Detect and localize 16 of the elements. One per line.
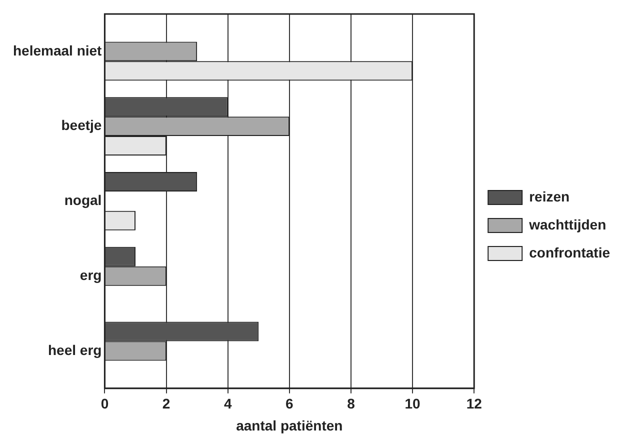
x-tick-label: 2 bbox=[162, 396, 170, 412]
y-tick-label: nogal bbox=[64, 192, 102, 208]
x-tick-label: 12 bbox=[466, 396, 482, 412]
x-tick-label: 10 bbox=[404, 396, 421, 412]
y-tick-label: beetje bbox=[61, 117, 102, 134]
legend-label: confrontatie bbox=[529, 244, 610, 260]
x-tick-label: 4 bbox=[224, 396, 232, 412]
y-tick-label: heel erg bbox=[48, 342, 102, 358]
x-tick-label: 0 bbox=[100, 396, 109, 412]
y-tick-label: erg bbox=[80, 266, 102, 283]
legend-label: wachttijden bbox=[528, 216, 606, 232]
legend-label: reizen bbox=[529, 188, 570, 204]
x-axis-title: aantal patiënten bbox=[236, 417, 343, 434]
x-tick-label: 8 bbox=[347, 396, 356, 412]
y-tick-label: helemaal niet bbox=[13, 42, 102, 58]
x-tick-label: 6 bbox=[286, 396, 294, 412]
